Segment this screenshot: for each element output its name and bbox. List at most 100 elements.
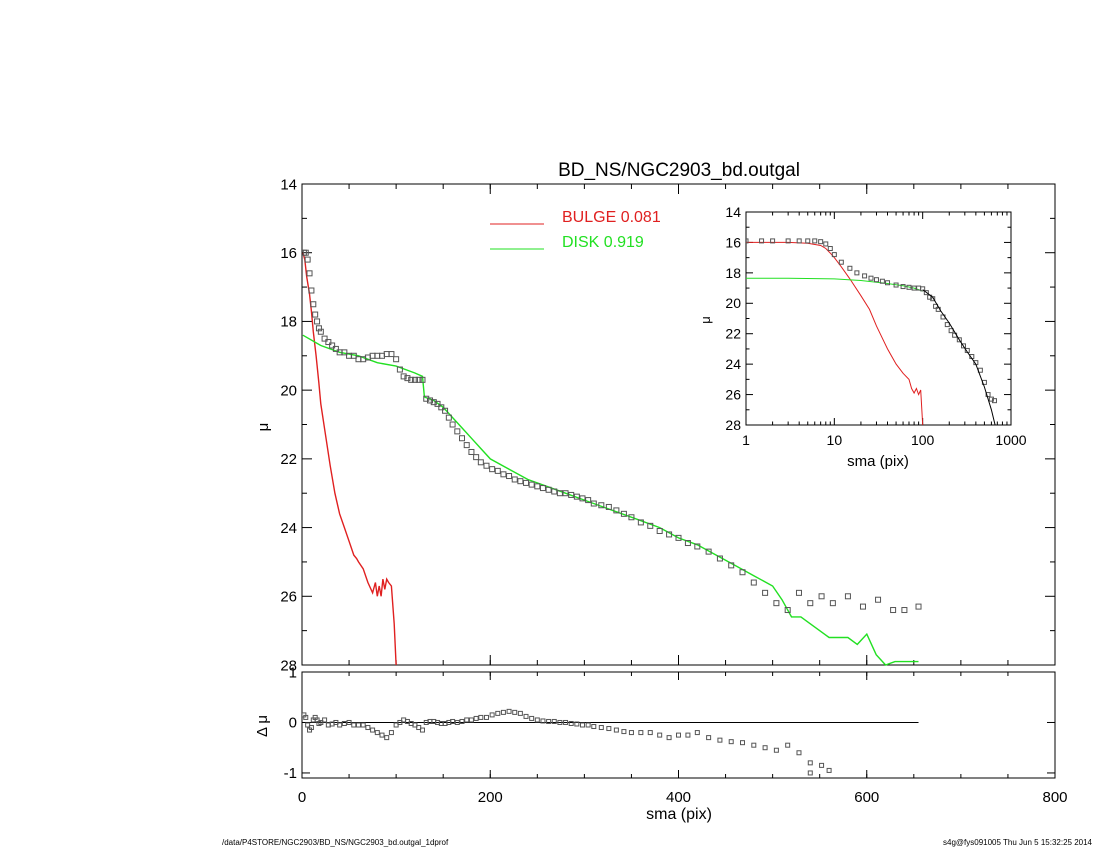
residual-data-point <box>546 718 552 724</box>
main-disk-line <box>302 334 919 666</box>
residual-data-point <box>598 725 604 731</box>
main-data-point <box>314 318 321 325</box>
main-data-point <box>598 502 605 509</box>
main-y-tick-label: 28 <box>280 657 297 674</box>
residual-data-point <box>388 730 394 736</box>
inset-y-tick-label: 16 <box>725 234 741 250</box>
main-data-point <box>613 507 620 514</box>
main-data-point <box>545 486 552 493</box>
residual-data-point <box>706 735 712 741</box>
main-data-point <box>308 287 315 294</box>
residual-data-point <box>416 725 422 731</box>
residual-data-point <box>621 729 627 735</box>
inset-bulge-line <box>746 241 924 426</box>
main-data-point <box>423 395 430 402</box>
inset-data-point <box>923 290 929 296</box>
main-data-point <box>647 522 654 529</box>
main-data-point <box>350 352 357 359</box>
residual-data-point <box>483 714 489 720</box>
main-data-point <box>325 339 332 346</box>
residual-data-point <box>370 727 376 733</box>
residual-x-tick-label: 400 <box>666 789 691 806</box>
residual-x-tick-label: 600 <box>854 789 879 806</box>
main-data-point <box>562 490 569 497</box>
main-data-point <box>430 399 437 406</box>
residual-data-point <box>628 730 634 736</box>
main-y-tick-label: 18 <box>280 314 297 331</box>
inset-data-point <box>985 392 991 398</box>
main-data-point <box>705 548 712 555</box>
main-data-point <box>523 479 530 486</box>
residual-data-point <box>666 735 672 741</box>
residual-data-point <box>454 719 460 725</box>
main-data-point <box>411 376 418 383</box>
main-data-point <box>315 325 322 332</box>
inset-y-tick-label: 22 <box>725 326 741 342</box>
residual-data-point <box>523 713 529 719</box>
main-data-point <box>773 600 780 607</box>
main-data-point <box>620 510 627 517</box>
residual-x-tick-label: 800 <box>1042 789 1067 806</box>
inset-data-point <box>885 280 891 286</box>
main-data-point <box>694 543 701 550</box>
residual-data-point <box>807 770 813 776</box>
residual-data-point <box>647 730 653 736</box>
residual-data-point <box>685 732 691 738</box>
residual-y-tick-label: 0 <box>289 715 297 732</box>
main-data-point <box>317 328 324 335</box>
inset-data-point <box>805 238 811 244</box>
residual-data-point <box>374 730 380 736</box>
inset-y-tick-label: 20 <box>725 295 741 311</box>
residual-data-point <box>303 714 309 720</box>
residual-data-point <box>606 726 612 732</box>
residual-data-point <box>495 710 501 716</box>
main-data-point <box>684 540 691 547</box>
main-data-point <box>494 467 501 474</box>
residual-data-point <box>517 710 523 716</box>
main-data-point <box>506 473 513 480</box>
main-y-tick-label: 22 <box>280 451 297 468</box>
residual-data-point <box>557 719 563 725</box>
inset-x-axis-label: sma (pix) <box>847 453 909 470</box>
main-data-point <box>438 404 445 411</box>
main-data-point <box>489 466 496 473</box>
residual-data-point <box>419 727 425 733</box>
main-data-point <box>427 397 434 404</box>
residual-data-point <box>574 721 580 727</box>
residual-data-point <box>450 718 456 724</box>
main-data-point <box>393 356 400 363</box>
main-data-point <box>415 376 422 383</box>
residual-y-tick-label: -1 <box>284 765 297 782</box>
main-data-point <box>396 366 403 373</box>
residual-data-point <box>534 717 540 723</box>
inset-x-tick-label: 1 <box>742 432 750 448</box>
main-data-point <box>517 478 524 485</box>
main-data-point <box>829 600 836 607</box>
residual-data-point <box>333 719 339 725</box>
residual-data-point <box>412 722 418 728</box>
main-data-point <box>585 497 592 504</box>
inset-background <box>746 212 1011 425</box>
main-data-point <box>762 589 769 596</box>
residual-data-point <box>305 722 311 728</box>
residual-data-point <box>318 719 324 725</box>
main-data-point <box>442 407 449 414</box>
main-plot: 14 16 18 20 22 24 26 28 <box>280 176 1056 674</box>
inset-data-point <box>823 241 829 247</box>
inset-data-point <box>827 246 833 252</box>
main-data-point <box>628 514 635 521</box>
inset-data-point <box>854 270 860 276</box>
main-data-point <box>408 376 415 383</box>
inset-data-point <box>847 265 853 271</box>
legend: BULGE 0.081 DISK 0.919 <box>490 209 661 251</box>
inset-data-point <box>991 398 997 404</box>
main-data-point <box>590 500 597 507</box>
residual-data-point <box>728 739 734 745</box>
main-data-point <box>302 249 309 256</box>
main-data-point <box>341 349 348 356</box>
main-data-point <box>329 342 336 349</box>
inset-x-tick-label: 10 <box>827 432 843 448</box>
inset-y-tick-label: 24 <box>725 356 741 372</box>
inset-data-point <box>868 275 874 281</box>
main-data-point <box>449 421 456 428</box>
